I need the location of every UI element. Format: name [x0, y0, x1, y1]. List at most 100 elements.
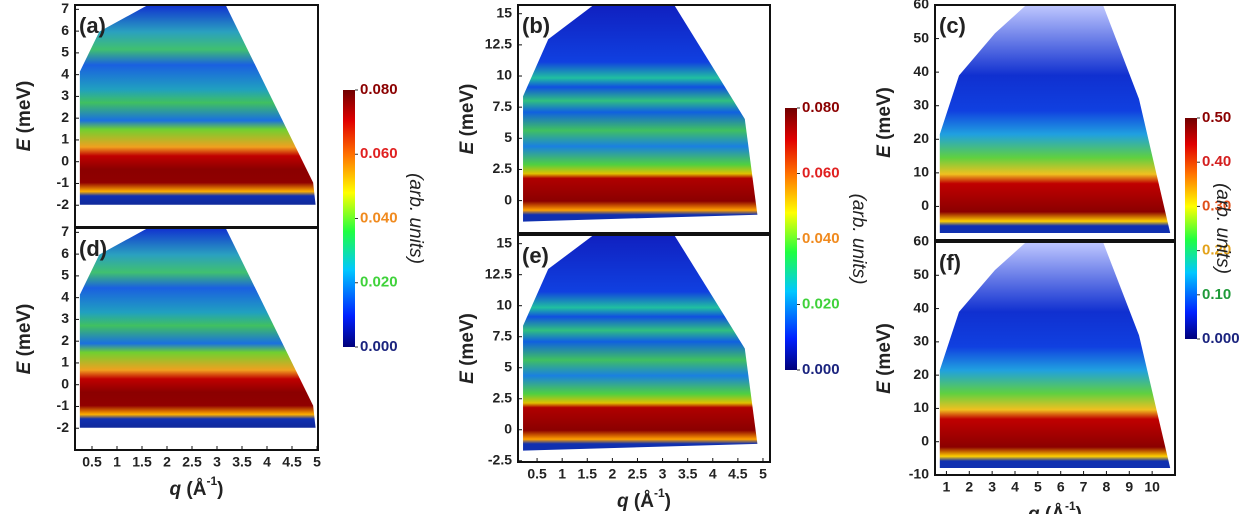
- y-tick-label: 50: [913, 266, 929, 282]
- y-tick-label: 40: [913, 299, 929, 315]
- x-axis-label: q (Å-1): [617, 486, 671, 512]
- y-tick-label: -1: [57, 397, 70, 413]
- unit: (Å: [1045, 504, 1065, 514]
- y-tick-label: 6: [61, 22, 69, 38]
- heatmap-area: [79, 228, 316, 428]
- x-tick-label: 2: [163, 454, 171, 470]
- colorbar-tick-label: 0.30: [1202, 197, 1231, 214]
- colorbar-tick-label: 0.060: [360, 145, 398, 162]
- close: ): [1076, 504, 1082, 514]
- heatmap-area: [523, 235, 758, 451]
- colorbar-tick-label: 0.000: [1202, 330, 1240, 347]
- unit: (meV): [457, 313, 478, 366]
- y-axis-label: E (meV): [874, 87, 895, 158]
- y-axis-label: E (meV): [14, 81, 35, 152]
- colorbar-tick-label: 0.20: [1202, 242, 1231, 259]
- y-tick-label: 60: [913, 233, 929, 249]
- colorbar-label: (arb. units): [848, 194, 869, 285]
- y-tick-label: -2: [57, 196, 70, 212]
- x-tick-label: 3.5: [678, 466, 698, 482]
- x-tick-label: 7: [1080, 479, 1088, 495]
- x-tick-label: 1.5: [578, 466, 598, 482]
- y-tick-label: 5: [61, 267, 69, 283]
- y-tick-label: 10: [913, 164, 929, 180]
- colorbar: [343, 90, 355, 347]
- heatmap-area: [939, 242, 1171, 469]
- symbol: E: [457, 370, 478, 384]
- y-tick-label: 50: [913, 29, 929, 45]
- plot-frame: [517, 4, 771, 234]
- x-tick-label: 4.5: [282, 454, 302, 470]
- y-tick-label: 5: [61, 44, 69, 60]
- x-tick-label: 0.5: [527, 466, 547, 482]
- y-tick-label: 10: [913, 399, 929, 415]
- unit: (Å: [634, 491, 654, 512]
- y-axis-label: E (meV): [457, 84, 478, 155]
- y-tick-label: 5: [504, 358, 512, 374]
- y-tick-label: -2: [57, 419, 70, 435]
- x-tick-label: 1: [558, 466, 566, 482]
- panel-label: (f): [939, 250, 961, 275]
- x-tick-label: 0.5: [82, 454, 102, 470]
- colorbar-tick-label: 0.040: [802, 230, 840, 247]
- x-tick-label: 3: [659, 466, 667, 482]
- unit: (meV): [874, 87, 895, 140]
- symbol: E: [14, 137, 35, 151]
- y-tick-label: 40: [913, 63, 929, 79]
- x-tick-label: 2: [965, 479, 973, 495]
- x-tick-label: 8: [1103, 479, 1111, 495]
- unit: (meV): [457, 84, 478, 137]
- y-tick-label: 0: [921, 432, 929, 448]
- y-tick-label: 20: [913, 130, 929, 146]
- y-tick-label: 2: [61, 109, 69, 125]
- x-tick-label: 10: [1144, 479, 1160, 495]
- colorbar-tick-label: 0.020: [802, 295, 840, 312]
- colorbar-label: (arb. units): [1212, 183, 1233, 274]
- x-tick-label: 5: [1034, 479, 1042, 495]
- y-axis-label: E (meV): [874, 323, 895, 394]
- y-tick-label: 30: [913, 333, 929, 349]
- x-tick-label: 2: [608, 466, 616, 482]
- panel-label: (e): [522, 243, 549, 268]
- y-tick-label: -1: [57, 174, 70, 190]
- plot-frame: [934, 241, 1176, 476]
- x-tick-label: 5: [759, 466, 767, 482]
- y-tick-label: 0: [504, 420, 512, 436]
- y-axis-label: E (meV): [14, 304, 35, 375]
- x-tick-label: 4: [709, 466, 717, 482]
- symbol: E: [457, 140, 478, 154]
- y-tick-label: 30: [913, 96, 929, 112]
- plot-frame: [934, 4, 1176, 241]
- x-tick-label: 3: [213, 454, 221, 470]
- y-tick-label: 7: [61, 223, 69, 239]
- unit: (Å: [186, 479, 206, 500]
- sup: -1: [1065, 499, 1076, 513]
- y-tick-label: 1: [61, 131, 69, 147]
- y-tick-label: -2.5: [488, 451, 512, 467]
- close: ): [217, 479, 223, 500]
- y-tick-label: 7.5: [493, 98, 513, 114]
- x-tick-label: 3: [988, 479, 996, 495]
- sup: -1: [654, 486, 665, 500]
- x-tick-label: 6: [1057, 479, 1065, 495]
- x-tick-label: 1: [943, 479, 951, 495]
- colorbar-tick-label: 0.040: [360, 209, 398, 226]
- y-tick-label: 4: [61, 65, 69, 81]
- colorbar: [785, 108, 797, 370]
- plot-frame: [517, 234, 771, 463]
- unit: (meV): [14, 81, 35, 134]
- symbol: E: [874, 380, 895, 394]
- panel-label: (b): [522, 13, 550, 38]
- unit: (meV): [874, 323, 895, 376]
- colorbar-tick-label: 0.080: [360, 81, 398, 98]
- x-tick-label: 9: [1125, 479, 1133, 495]
- y-tick-label: 2.5: [493, 160, 513, 176]
- colorbar: [1185, 118, 1197, 339]
- y-tick-label: -10: [909, 466, 929, 482]
- colorbar-tick-label: 0.060: [802, 164, 840, 181]
- y-tick-label: 7.5: [493, 327, 513, 343]
- x-tick-label: 4: [263, 454, 271, 470]
- y-tick-label: 15: [496, 4, 512, 20]
- colorbar-tick-label: 0.10: [1202, 286, 1231, 303]
